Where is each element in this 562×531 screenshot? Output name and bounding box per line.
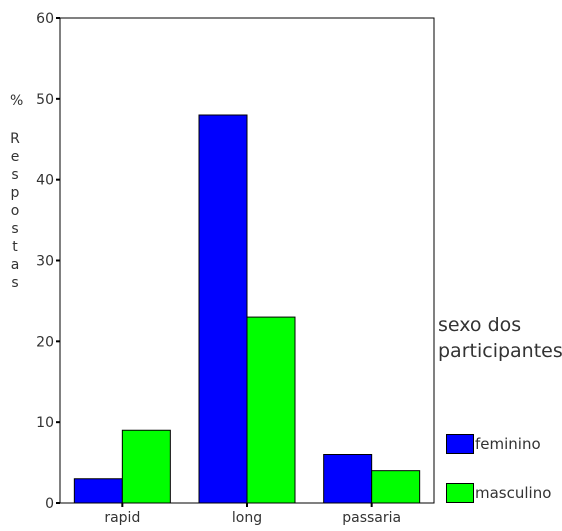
y-tick-label: 60 bbox=[36, 11, 54, 27]
bar-masculino-long bbox=[246, 316, 296, 504]
y-axis-label-char: s bbox=[11, 275, 19, 291]
y-axis-label-char: a bbox=[10, 257, 20, 273]
y-axis: 0 10 20 30 40 50 60 bbox=[36, 11, 60, 512]
y-tick-label: 40 bbox=[36, 173, 54, 189]
y-axis-label-char: t bbox=[12, 239, 18, 255]
y-tick-label: 0 bbox=[45, 496, 54, 512]
bar-feminino-passaria bbox=[323, 454, 373, 504]
x-axis: rapid long passaria bbox=[104, 503, 401, 526]
legend-label-feminino: feminino bbox=[475, 435, 541, 453]
bar-masculino-passaria bbox=[371, 470, 421, 504]
legend-item-masculino: masculino bbox=[446, 482, 551, 504]
y-axis-label-char: s bbox=[11, 221, 19, 237]
legend-swatch-feminino bbox=[446, 434, 474, 454]
y-axis-label-char: R bbox=[10, 131, 20, 147]
y-tick-label: 20 bbox=[36, 334, 54, 350]
bars bbox=[73, 114, 421, 504]
bar-feminino-rapid bbox=[73, 478, 123, 504]
legend-title-line-1: sexo dos bbox=[438, 314, 522, 336]
bar-masculino-rapid bbox=[121, 429, 171, 504]
bar-feminino-long bbox=[198, 114, 248, 504]
y-axis-label-char: s bbox=[11, 167, 19, 183]
legend-label-masculino: masculino bbox=[475, 484, 552, 502]
x-tick-label-rapid: rapid bbox=[104, 510, 140, 526]
legend-swatch-masculino bbox=[446, 483, 474, 503]
x-tick-label-long: long bbox=[232, 510, 262, 526]
y-tick-label: 10 bbox=[36, 415, 54, 431]
legend-title-line-2: participantes bbox=[438, 340, 562, 362]
y-axis-label-char: e bbox=[10, 149, 20, 165]
legend-item-feminino: feminino bbox=[446, 433, 541, 455]
x-tick-label-passaria: passaria bbox=[342, 510, 401, 526]
y-axis-label-char: o bbox=[10, 203, 20, 219]
y-axis-label-char: % bbox=[10, 93, 24, 109]
y-tick-label: 50 bbox=[36, 92, 54, 108]
y-tick-label: 30 bbox=[36, 254, 54, 270]
y-axis-label-char: p bbox=[10, 185, 20, 201]
